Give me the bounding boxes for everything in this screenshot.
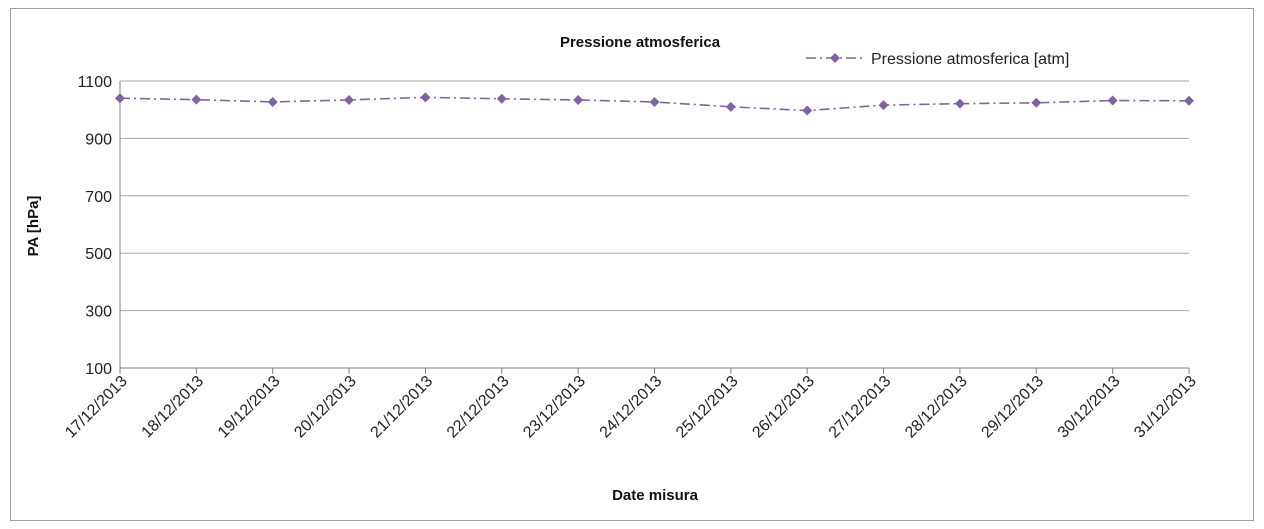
chart-title: Pressione atmosferica	[560, 34, 721, 51]
x-tick-label: 19/12/2013	[215, 373, 284, 442]
x-tick-label: 21/12/2013	[368, 373, 437, 442]
y-tick-label: 700	[85, 189, 112, 206]
x-tick-label: 28/12/2013	[902, 373, 971, 442]
x-tick-label: 29/12/2013	[978, 373, 1047, 442]
x-axis-title: Date misura	[612, 487, 699, 504]
y-tick-label: 900	[85, 131, 112, 148]
y-axis-title: PA [hPa]	[25, 196, 42, 257]
data-point-marker	[573, 94, 584, 105]
data-point-marker	[267, 96, 278, 107]
legend-marker-diamond-icon	[830, 53, 840, 63]
data-point-marker	[649, 96, 660, 107]
data-point-marker	[1184, 95, 1194, 106]
y-tick-label: 1100	[78, 74, 113, 91]
y-tick-label: 300	[85, 304, 112, 321]
data-point-marker	[725, 101, 736, 112]
x-tick-label: 23/12/2013	[520, 373, 589, 442]
data-point-marker	[1107, 95, 1118, 106]
data-point-marker	[344, 94, 355, 105]
y-tick-label: 100	[85, 361, 112, 378]
y-tick-labels: 100 300 500 700 900 1100	[78, 74, 113, 378]
y-tick-label: 500	[85, 246, 112, 263]
x-tick-label: 31/12/2013	[1131, 373, 1200, 442]
data-point-marker	[954, 98, 965, 109]
x-tick-label: 30/12/2013	[1055, 373, 1124, 442]
data-point-marker	[191, 94, 202, 105]
x-tick-labels: 17/12/2013 18/12/2013 19/12/2013 20/12/2013…	[62, 373, 1200, 442]
axes	[119, 81, 1190, 374]
x-tick-label: 26/12/2013	[749, 373, 818, 442]
gridlines	[120, 80, 1189, 312]
chart-frame	[10, 8, 1254, 521]
legend: Pressione atmosferica [atm]	[806, 51, 1069, 68]
x-tick-label: 22/12/2013	[444, 373, 513, 442]
data-point-marker	[802, 105, 813, 116]
x-tick-label: 27/12/2013	[826, 373, 895, 442]
data-point-marker	[496, 93, 507, 104]
x-tick-label: 25/12/2013	[673, 373, 742, 442]
data-point-marker	[878, 100, 889, 111]
x-tick-label: 20/12/2013	[291, 373, 360, 442]
data-point-marker	[115, 93, 125, 104]
x-tick-label: 18/12/2013	[139, 373, 208, 442]
data-point-marker	[420, 92, 431, 103]
legend-label: Pressione atmosferica [atm]	[871, 51, 1069, 68]
x-tick-label: 17/12/2013	[62, 373, 131, 442]
series-markers	[115, 92, 1194, 116]
data-point-marker	[1031, 97, 1042, 108]
x-tick-label: 24/12/2013	[597, 373, 666, 442]
